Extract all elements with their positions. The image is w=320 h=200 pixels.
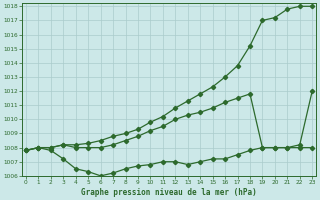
X-axis label: Graphe pression niveau de la mer (hPa): Graphe pression niveau de la mer (hPa) bbox=[81, 188, 257, 197]
